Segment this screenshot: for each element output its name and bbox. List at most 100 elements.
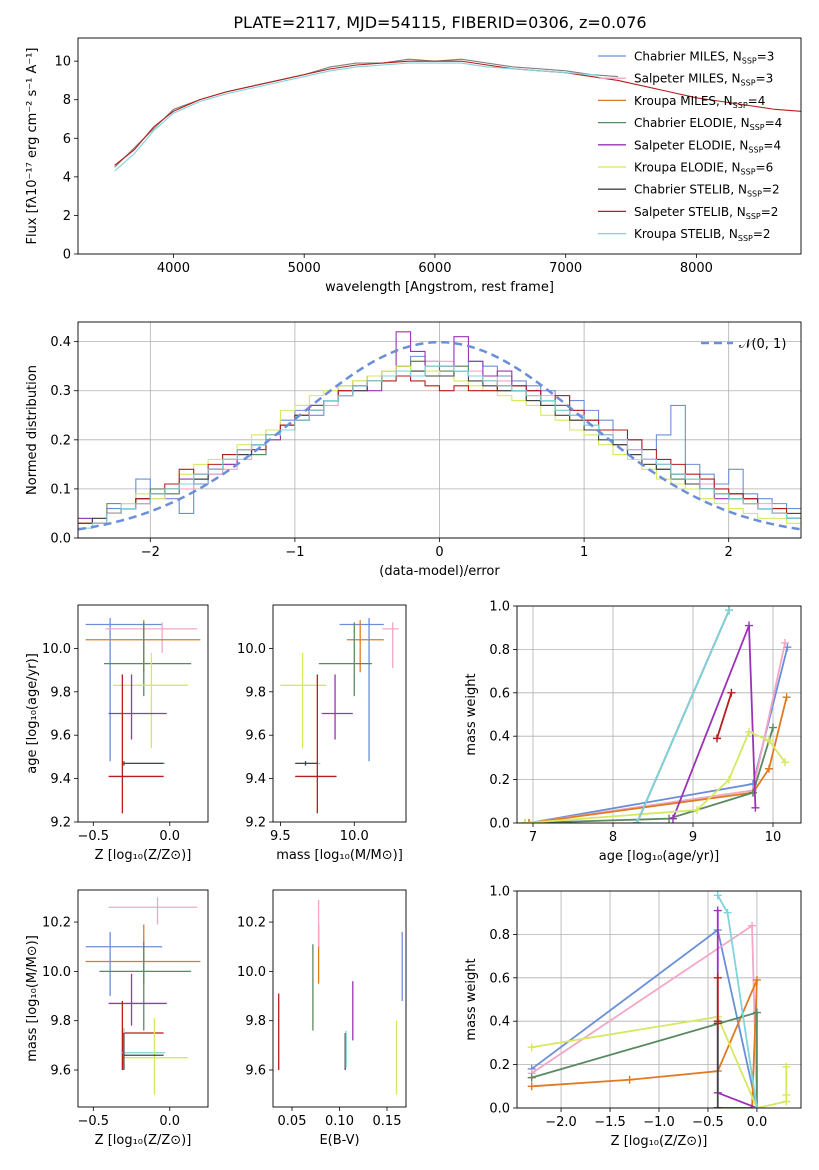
y-tick-label: 0.4 [489,1015,510,1030]
y-tick-label: 8 [63,93,71,108]
series-marker [527,1073,536,1082]
y-tick-label: 9.6 [50,1064,71,1079]
series-marker [725,775,733,784]
y-tick-label: 0.0 [50,532,71,547]
x-axis-label: Z [log₁₀(Z/Z⊙)] [95,1133,192,1148]
axes-frame [516,890,802,1109]
series-marker [782,693,791,702]
y-tick-label: 0.2 [489,773,510,788]
y-tick-label: 10.0 [237,642,266,657]
series-marker [525,819,533,823]
legend-label: Chabrier STELIB, NSSP=2 [634,183,780,199]
plot-area-massweight-vs-Z [527,891,791,1108]
y-tick-label: 9.8 [245,1014,266,1029]
y-tick-label: 10 [54,55,71,70]
axes-massweight-vs-Z: −2.0 −1.5 −1.0 −0.5 0.0 0.0 0.2 0.4 0.6 0.8 1.0 Z [… [464,885,802,1149]
x-tick-label: 6000 [418,261,451,276]
y-axis-label: Normed distribution [25,365,40,495]
errorbar-point [123,1018,189,1095]
x-axis-label: Z [log₁₀(Z/Z⊙)] [95,848,192,863]
series-marker [625,1075,634,1084]
series-line [524,727,774,823]
errorbar-point [108,674,167,740]
series-marker [751,803,760,812]
y-tick-label: 10.0 [237,965,266,980]
series-marker [752,1104,761,1108]
x-tick-label: 7000 [549,261,582,276]
series-line [528,696,788,823]
y-tick-label: 9.6 [50,729,71,744]
series-marker [769,723,777,732]
errorbar-point [123,1033,164,1071]
errorbar-point [85,620,201,673]
x-tick-label: 5000 [288,261,321,276]
y-tick-label: 0.3 [50,384,71,399]
axes-age-vs-Z: −0.5 0.0 9.2 9.4 9.6 9.8 10.0 Z [log₁₀(Z/Z⊙)] ag… [25,604,209,863]
plot-area-massweight-vs-age [521,606,792,823]
y-tick-label: 0.8 [489,928,510,943]
x-tick-label: 4000 [157,261,190,276]
x-axis-label: wavelength [Angstrom, rest frame] [325,280,554,295]
axes-frame [272,604,407,823]
errorbar-point [108,973,167,1026]
series-marker [725,606,733,615]
axes-residuals: −2 −1 0 1 2 0.0 0.1 0.2 0.3 0.4 𝒩(0, 1) (data-model… [25,321,802,579]
axes-mass-vs-Z: −0.5 0.0 9.6 9.8 10.0 10.2 Z [log₁₀(Z/Z⊙)] mass… [25,889,209,1148]
x-tick-label: 0.0 [159,1114,180,1129]
plot-area-mass-vs-EBV [278,899,403,1095]
y-tick-label: 9.4 [50,772,71,787]
errorbar-point [280,652,327,749]
x-tick-label: 7 [529,830,537,845]
series-marker [745,727,753,736]
histogram-step [78,355,801,524]
series-marker [713,891,722,900]
series-marker [781,638,789,647]
y-tick-label: 0 [63,248,71,263]
y-tick-label: 0.4 [489,730,510,745]
y-tick-label: 0.6 [489,971,510,986]
y-tick-label: 0.1 [50,482,71,497]
series-line [672,625,757,819]
y-tick-label: 9.6 [245,1064,266,1079]
errorbar-point [382,622,399,668]
axes-frame [77,321,802,539]
figure-title: PLATE=2117, MJD=54115, FIBERID=0306, z=0… [233,13,646,32]
x-tick-label: 9 [689,830,697,845]
x-tick-label: −1.0 [643,1115,675,1130]
y-tick-label: 10.0 [42,965,71,980]
legend-label: Kroupa ELODIE, NSSP=6 [634,161,773,177]
axes-frame [77,604,209,823]
y-axis-label: age [log₁₀(age/yr)] [25,653,40,774]
errorbar-point [295,674,337,814]
x-tick-label: 2 [725,545,733,560]
legend-label: Salpeter MILES, NSSP=3 [634,72,773,88]
legend-label: Chabrier MILES, NSSP=3 [634,50,774,66]
x-tick-label: −2 [141,545,160,560]
errorbar-point [339,618,384,762]
y-tick-label: 1.0 [489,600,510,615]
y-axis-label: mass weight [464,958,479,1040]
series-marker [745,621,753,630]
series-line [114,58,619,168]
x-axis-label: age [log₁₀(age/yr)] [599,849,720,864]
errorbar-point [85,618,163,762]
series-marker [713,973,722,982]
x-tick-label: −1.5 [594,1115,626,1130]
series-marker [713,1019,722,1028]
errorbar-point [99,941,192,1031]
y-tick-label: 10.2 [42,916,71,931]
plot-area-age-vs-mass [280,618,399,814]
series-line [531,928,758,1108]
series-marker [727,688,736,697]
series-marker [521,819,529,823]
series-line [636,609,730,823]
series-marker [752,975,761,984]
x-axis-label: E(B-V) [319,1133,359,1148]
x-tick-label: 1 [580,545,588,560]
y-tick-label: 9.4 [245,772,266,787]
series-marker [752,1008,761,1017]
errorbar-point [108,897,198,925]
series-line [528,642,786,823]
